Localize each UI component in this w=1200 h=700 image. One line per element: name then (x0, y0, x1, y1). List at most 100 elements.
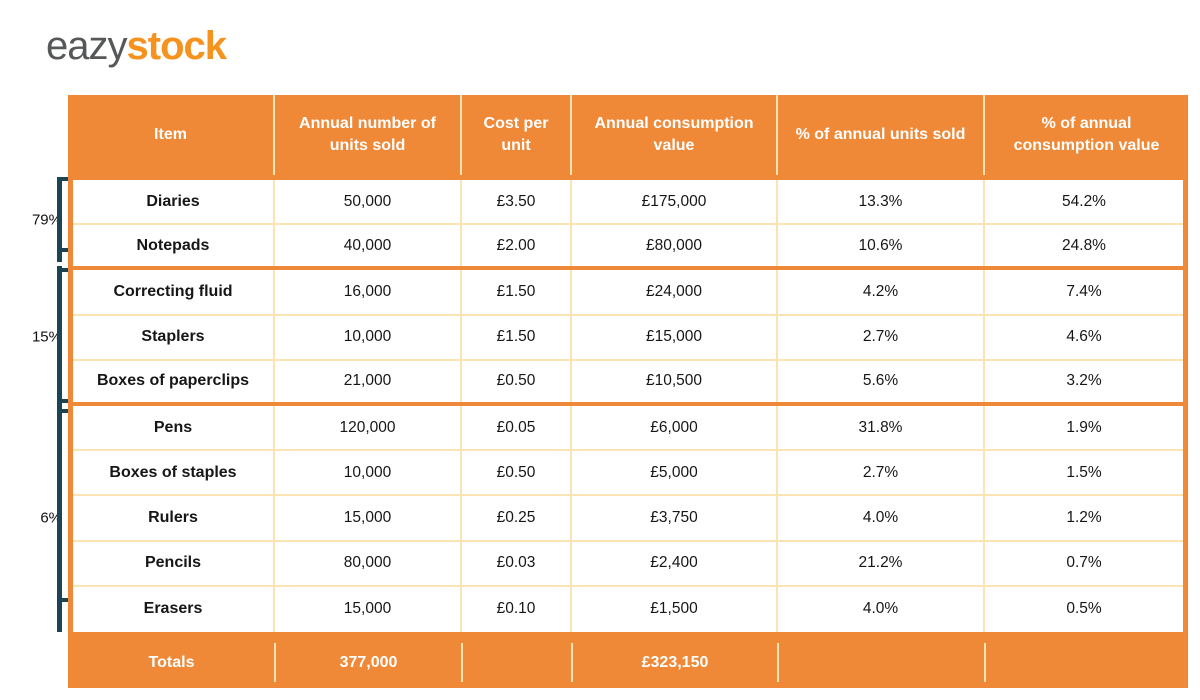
value-cell: 2.7% (778, 451, 985, 495)
group-c-percent-label: 6% (40, 509, 62, 527)
value-cell: 80,000 (275, 541, 462, 585)
group-a-bracket-tick-top (57, 177, 69, 181)
totals-pct-value-cell (985, 637, 1188, 688)
value-cell: 24.8% (1062, 236, 1106, 254)
group-a-bracket-tick-bottom (57, 248, 69, 252)
item-cell: Pens (73, 406, 275, 450)
table-totals-row: Totals 377,000 £323,150 (68, 637, 1188, 688)
item-cell: Correcting fluid (73, 270, 275, 314)
totals-units-cell: 377,000 (275, 637, 463, 688)
table-row: Rulers 15,000 £0.25 £3,750 4.0% 1.2% (73, 496, 1183, 542)
item-cell: Boxes of staples (73, 451, 275, 495)
table-body: Diaries 50,000 £3.50 £175,000 13.3% 54.2% Note… (68, 175, 1188, 637)
value-cell: 5.6% (778, 360, 985, 402)
value-cell: 10.6% (778, 225, 985, 267)
value-cell: 15,000 (275, 586, 462, 632)
value-cell: 40,000 (275, 225, 462, 267)
value-cell: £6,000 (572, 406, 778, 450)
group-b-bracket (57, 266, 62, 410)
value-cell: 54.2% (1062, 192, 1106, 210)
value-cell: £5,000 (572, 451, 778, 495)
item-cell: Notepads (73, 225, 275, 267)
column-header-units-sold: Annual number of units sold (275, 95, 462, 175)
value-cell: £0.50 (462, 360, 572, 402)
table-row: Correcting fluid 16,000 £1.50 £24,000 4.2% 7.… (73, 270, 1183, 316)
value-cell: 2.7% (778, 315, 985, 359)
value-cell: £24,000 (572, 270, 778, 314)
table-row: Pens 120,000 £0.05 £6,000 31.8% 1.9% (73, 406, 1183, 452)
value-cell: 10,000 (275, 315, 462, 359)
value-cell: 13.3% (778, 180, 985, 224)
column-header-cost-per-unit: Cost per unit (462, 95, 572, 175)
table-header-row: Item Annual number of units sold Cost pe… (68, 95, 1188, 175)
value-cell: £3.50 (462, 180, 572, 224)
value-cell: 0.5% (1066, 600, 1102, 618)
logo-text-eazy: eazy (46, 24, 127, 68)
table-row: Staplers 10,000 £1.50 £15,000 2.7% 4.6% (73, 315, 1183, 361)
group-b-bracket-tick-top (57, 268, 69, 272)
value-cell: 1.2% (1066, 508, 1102, 526)
column-header-item: Item (68, 95, 275, 175)
value-cell: 31.8% (778, 406, 985, 450)
value-cell: £0.10 (462, 586, 572, 632)
column-header-pct-units-sold: % of annual units sold (778, 95, 985, 175)
group-c-bracket-tick-top (57, 409, 69, 413)
value-cell: 50,000 (275, 180, 462, 224)
item-cell: Erasers (73, 586, 275, 632)
value-cell: 10,000 (275, 451, 462, 495)
logo-text-stock: stock (126, 24, 227, 68)
value-cell: 7.4% (1066, 282, 1102, 300)
group-b-bracket-tick-bottom (57, 399, 69, 403)
column-header-consumption-value: Annual consumption value (572, 95, 778, 175)
value-cell: £0.05 (462, 406, 572, 450)
group-c-bracket (57, 404, 62, 632)
group-c-bracket-tick-bottom (57, 598, 69, 602)
value-cell: £10,500 (572, 360, 778, 402)
value-cell: £2.00 (462, 225, 572, 267)
value-cell: £80,000 (572, 225, 778, 267)
item-cell: Staplers (73, 315, 275, 359)
column-header-pct-consumption-value: % of annual consumption value (1013, 115, 1160, 154)
group-b-percent-label: 15% (31, 328, 62, 346)
brand-logo: eazystock (46, 24, 227, 68)
item-cell: Diaries (73, 180, 275, 224)
value-cell: £15,000 (572, 315, 778, 359)
value-cell: £1.50 (462, 270, 572, 314)
value-cell: 21.2% (778, 541, 985, 585)
totals-label-cell: Totals (68, 637, 276, 688)
value-cell: 4.2% (778, 270, 985, 314)
value-cell: 4.0% (778, 586, 985, 632)
value-cell: 3.2% (1066, 372, 1102, 390)
item-cell: Rulers (73, 496, 275, 540)
item-cell: Boxes of paperclips (73, 360, 275, 402)
group-a-percent-label: 79% (31, 211, 62, 229)
value-cell: £0.50 (462, 451, 572, 495)
value-cell: £175,000 (572, 180, 778, 224)
value-cell: 1.5% (1066, 463, 1102, 481)
table-row: Boxes of staples 10,000 £0.50 £5,000 2.7% 1.5… (73, 451, 1183, 497)
totals-value-cell: £323,150 (572, 637, 779, 688)
value-cell: 1.9% (1066, 418, 1102, 436)
table-row: Diaries 50,000 £3.50 £175,000 13.3% 54.2% (73, 180, 1183, 226)
group-a-bracket (57, 177, 62, 262)
table-row: Pencils 80,000 £0.03 £2,400 21.2% 0.7% (73, 541, 1183, 587)
item-cell: Pencils (73, 541, 275, 585)
value-cell: £2,400 (572, 541, 778, 585)
totals-cost-cell (462, 637, 573, 688)
value-cell: £0.03 (462, 541, 572, 585)
table-row: Boxes of paperclips 21,000 £0.50 £10,500 5.6… (73, 360, 1183, 406)
table-row: Erasers 15,000 £0.10 £1,500 4.0% 0.5% (73, 586, 1183, 632)
value-cell: 15,000 (275, 496, 462, 540)
value-cell: £1.50 (462, 315, 572, 359)
value-cell: 120,000 (275, 406, 462, 450)
value-cell: 4.0% (778, 496, 985, 540)
value-cell: £1,500 (572, 586, 778, 632)
value-cell: 16,000 (275, 270, 462, 314)
value-cell: £0.25 (462, 496, 572, 540)
value-cell: 0.7% (1066, 554, 1102, 572)
value-cell: £3,750 (572, 496, 778, 540)
totals-pct-units-cell (778, 637, 986, 688)
table-row: Notepads 40,000 £2.00 £80,000 10.6% 24.8% (73, 225, 1183, 271)
value-cell: 21,000 (275, 360, 462, 402)
